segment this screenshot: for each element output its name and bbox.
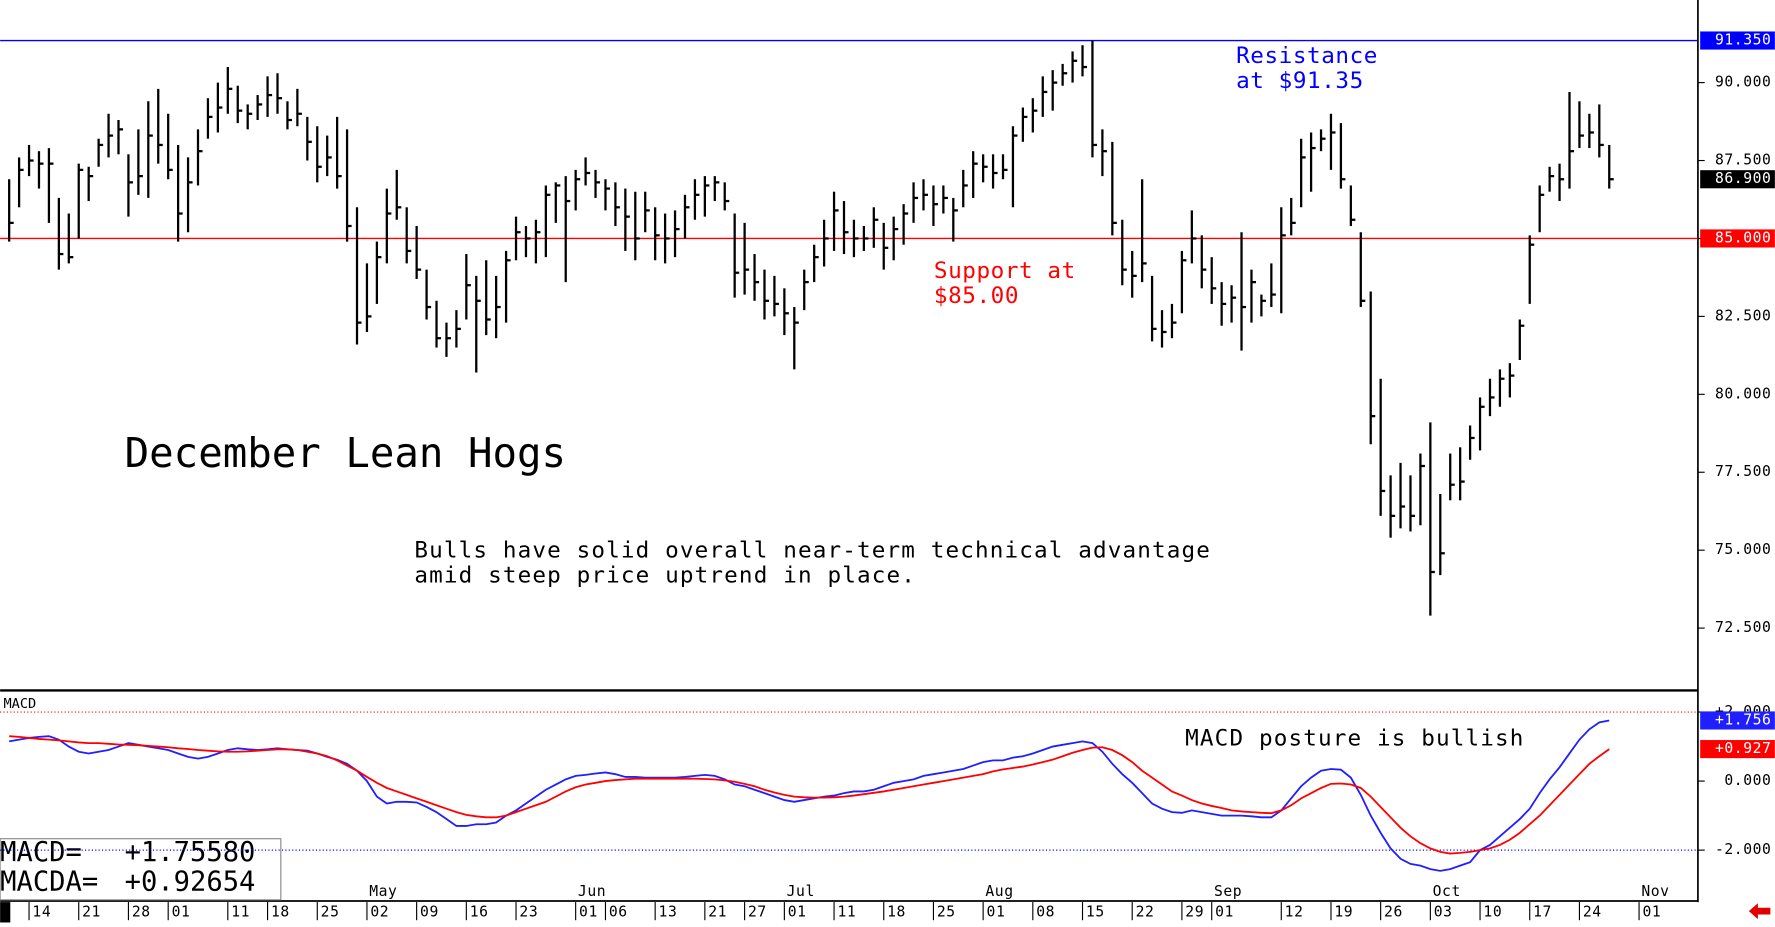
x-tick-label: 21: [82, 903, 101, 920]
x-tick-label: 17: [1533, 903, 1552, 920]
x-tick-label: 19: [1334, 903, 1353, 920]
readout-box: [0, 838, 282, 901]
value-box: [1700, 31, 1775, 50]
value-box: [1700, 170, 1775, 189]
x-tick-label: 02: [370, 903, 389, 920]
chart-title: December Lean Hogs: [125, 429, 566, 477]
y-tick-label: 90.000: [1715, 74, 1772, 91]
reference-text: at $91.35: [1236, 68, 1364, 94]
annotation: Bulls have solid overall near-term techn…: [414, 538, 1211, 564]
readout-label: MACDA=: [0, 866, 98, 897]
x-tick-label: 25: [321, 903, 340, 920]
value-box: [1700, 740, 1775, 759]
x-tick-label: 11: [231, 903, 250, 920]
value-box: [1700, 711, 1775, 730]
x-month-label: May: [369, 883, 397, 900]
x-tick-label: 01: [172, 903, 191, 920]
x-tick-label: 23: [519, 903, 538, 920]
y-tick-label: 87.500: [1715, 152, 1772, 169]
scroll-marker: [0, 902, 11, 923]
x-month-label: Nov: [1641, 883, 1669, 900]
y-tick-label: 80.000: [1715, 385, 1772, 402]
value-box-label: +1.756: [1715, 711, 1772, 728]
x-tick-label: 11: [837, 903, 856, 920]
value-box-label: +0.927: [1715, 740, 1772, 757]
x-tick-label: 15: [1086, 903, 1105, 920]
x-tick-label: 10: [1483, 903, 1502, 920]
readout-value: +1.75580: [125, 837, 256, 868]
x-tick-label: 18: [271, 903, 290, 920]
y-tick-label: 77.500: [1715, 463, 1772, 480]
x-tick-label: 09: [420, 903, 439, 920]
x-tick-label: 01: [579, 903, 598, 920]
x-tick-label: 01: [1215, 903, 1234, 920]
x-tick-label: 16: [470, 903, 489, 920]
macd-line: [9, 719, 1610, 872]
x-tick-label: 06: [609, 903, 628, 920]
y-tick-label: -2.000: [1715, 841, 1772, 858]
y-tick-label: 82.500: [1715, 307, 1772, 324]
x-tick-label: 22: [1136, 903, 1155, 920]
y-tick-label: 75.000: [1715, 541, 1772, 558]
x-tick-label: 01: [987, 903, 1006, 920]
readout-value: +0.92654: [125, 866, 256, 897]
x-month-label: Jul: [787, 883, 815, 900]
x-tick-label: 03: [1434, 903, 1453, 920]
macd-line: [9, 735, 1610, 855]
x-tick-label: 24: [1583, 903, 1602, 920]
y-tick-label: 72.500: [1715, 619, 1772, 636]
panel-title: MACD: [4, 696, 37, 712]
reference-text: $85.00: [934, 283, 1019, 309]
reference-text: Resistance: [1236, 43, 1378, 69]
x-tick-label: 01: [788, 903, 807, 920]
x-tick-label: 13: [659, 903, 678, 920]
readout-label: MACD=: [0, 837, 82, 868]
annotation: amid steep price uptrend in place.: [414, 563, 916, 589]
x-tick-label: 27: [748, 903, 767, 920]
x-month-label: Sep: [1214, 883, 1242, 900]
annotation: MACD posture is bullish: [1185, 726, 1524, 752]
value-box-label: 85.000: [1715, 229, 1772, 246]
x-tick-label: 25: [937, 903, 956, 920]
value-box-label: 91.350: [1715, 32, 1772, 49]
x-month-label: Jun: [578, 883, 606, 900]
x-month-label: Aug: [985, 883, 1013, 900]
x-tick-label: 08: [1036, 903, 1055, 920]
value-box-label: 86.900: [1715, 170, 1772, 187]
value-box: [1700, 229, 1775, 248]
x-tick-label: 26: [1384, 903, 1403, 920]
x-tick-label: 14: [32, 903, 51, 920]
x-tick-label: 01: [1642, 903, 1661, 920]
x-month-label: Oct: [1433, 883, 1461, 900]
x-tick-label: 12: [1285, 903, 1304, 920]
y-tick-label: 0.000: [1724, 772, 1771, 789]
x-tick-label: 29: [1185, 903, 1204, 920]
scroll-arrow[interactable]: [1748, 903, 1771, 920]
x-tick-label: 18: [887, 903, 906, 920]
reference-text: Support at: [934, 258, 1076, 284]
x-tick-label: 28: [132, 903, 151, 920]
x-tick-label: 21: [708, 903, 727, 920]
